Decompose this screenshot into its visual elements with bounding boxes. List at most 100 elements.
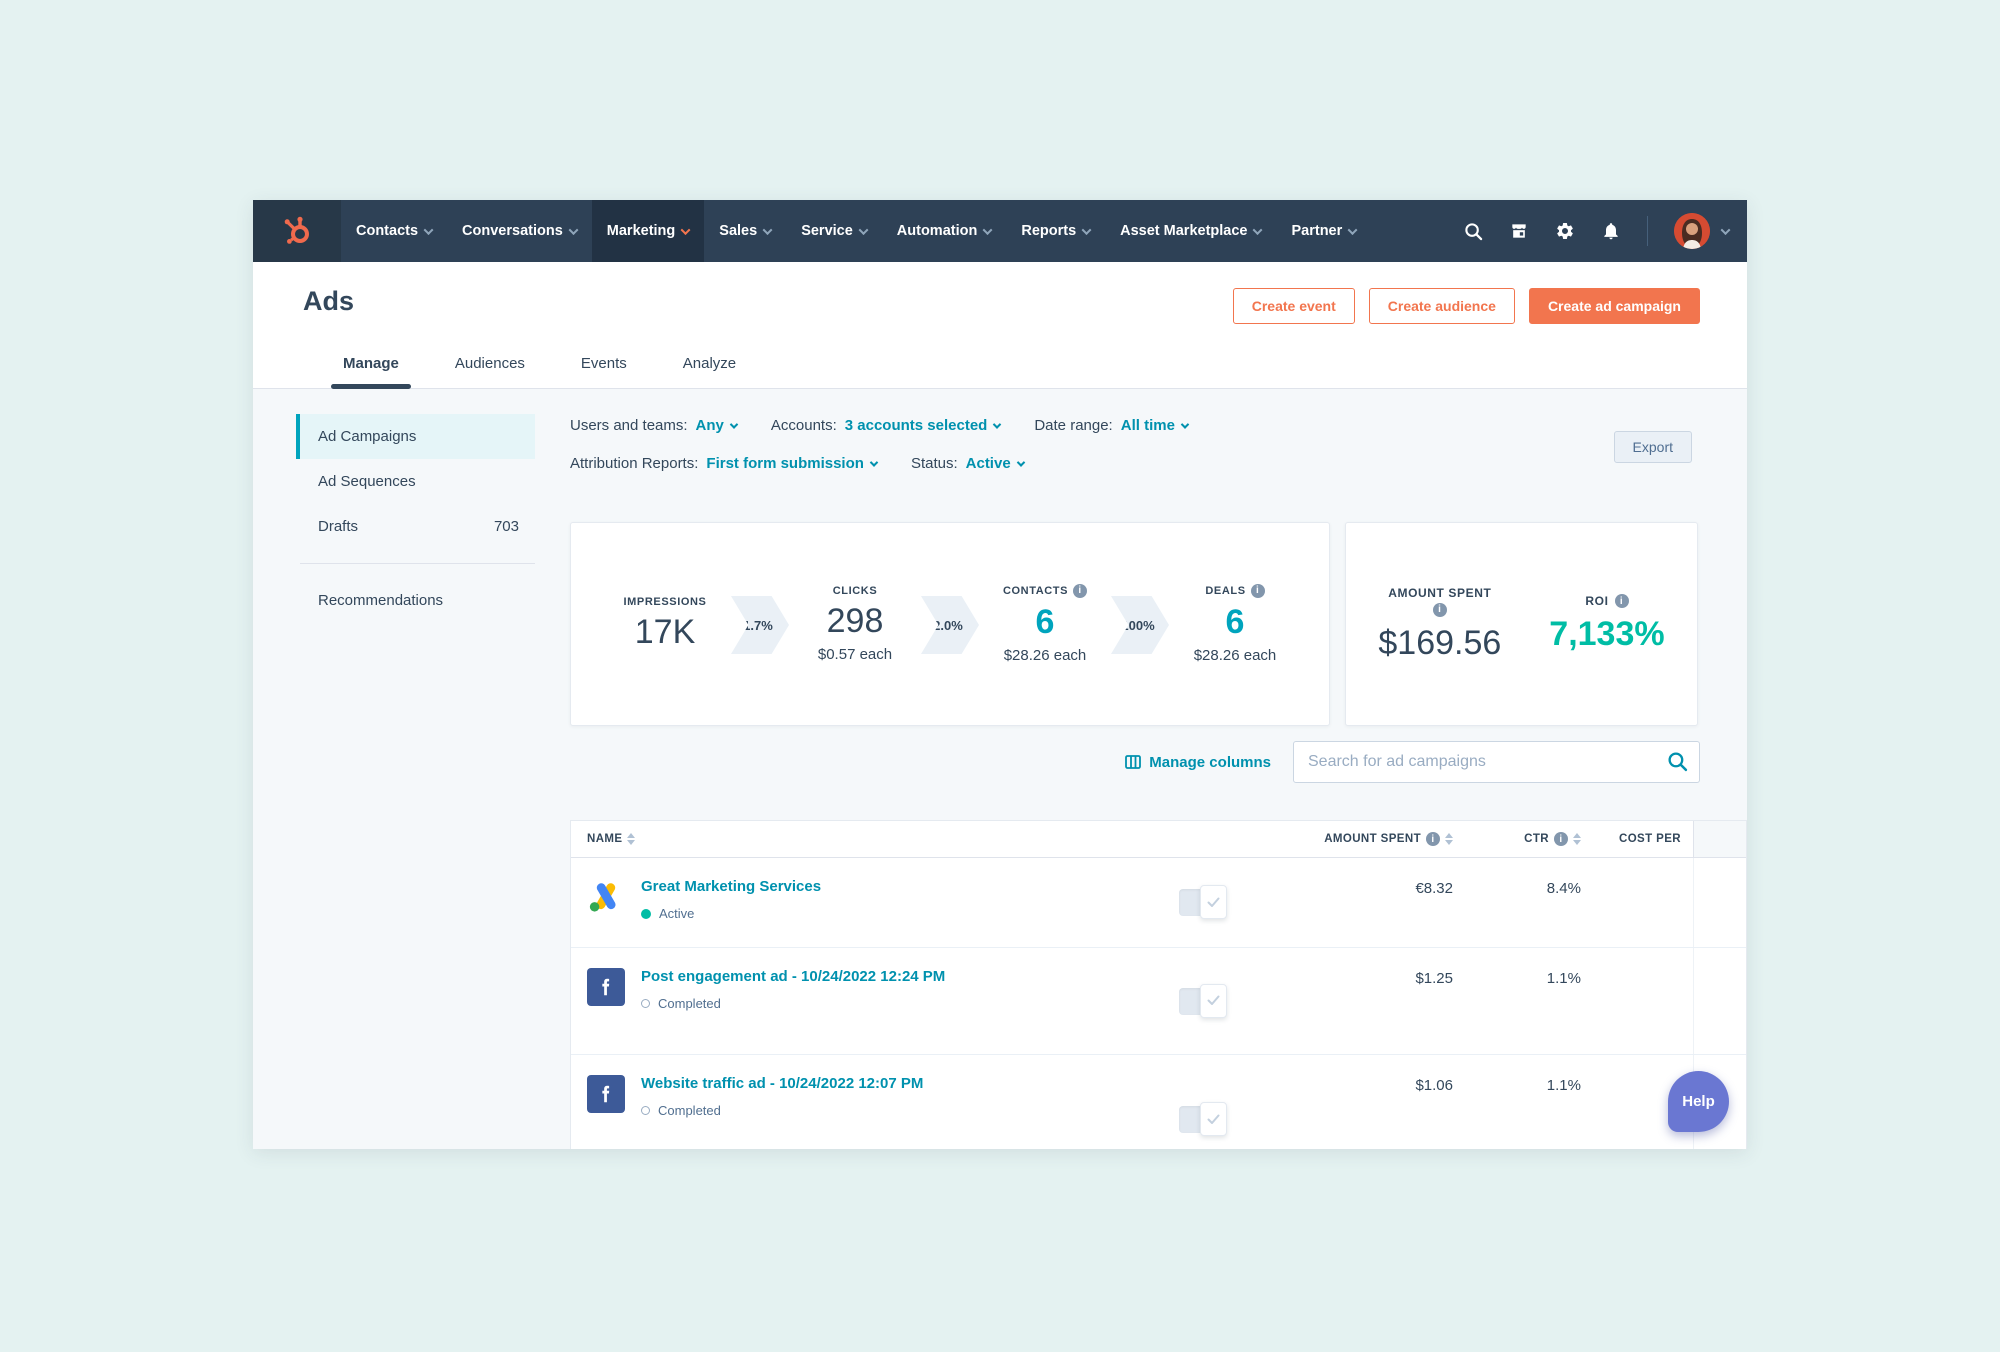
facebook-icon — [587, 1075, 625, 1113]
info-icon[interactable] — [1432, 602, 1447, 617]
header-actions: Create event Create audience Create ad c… — [1232, 288, 1700, 324]
chevron-down-icon — [1180, 419, 1190, 429]
create-audience-button[interactable]: Create audience — [1368, 288, 1515, 324]
search-icon[interactable] — [1667, 751, 1688, 777]
sidebar: Ad Campaigns Ad Sequences Drafts 703 Rec… — [296, 414, 535, 623]
table-toolbar: Manage columns — [1125, 741, 1700, 783]
spend-roi-card: AMOUNT SPENT $169.56 ROI 7,133% — [1345, 522, 1698, 726]
filter-date-range-dropdown[interactable]: All time — [1121, 417, 1190, 434]
nav-item-marketing[interactable]: Marketing — [591, 200, 705, 262]
nav-item-conversations[interactable]: Conversations — [447, 200, 592, 262]
column-header-amount-spent[interactable]: AMOUNT SPENT — [1324, 832, 1453, 846]
campaign-link[interactable]: Post engagement ad - 10/24/2022 12:24 PM — [641, 968, 946, 985]
nav-item-service[interactable]: Service — [786, 200, 882, 262]
clicks-value: 298 — [826, 601, 884, 640]
impressions-value: 17K — [634, 613, 696, 652]
filter-accounts-dropdown[interactable]: 3 accounts selected — [845, 417, 1002, 434]
primary-nav: Contacts Conversations Marketing Sales S… — [341, 200, 1371, 262]
page-header: Ads Create event Create audience Create … — [253, 262, 1747, 389]
nav-item-asset-marketplace[interactable]: Asset Marketplace — [1105, 200, 1276, 262]
toggle-knob — [1200, 1102, 1227, 1136]
tab-audiences[interactable]: Audiences — [454, 355, 525, 372]
column-header-name[interactable]: NAME — [587, 833, 636, 845]
campaign-link[interactable]: Great Marketing Services — [641, 878, 822, 895]
filter-attribution-dropdown[interactable]: First form submission — [706, 455, 879, 472]
status-active-dot — [641, 908, 651, 919]
filter-date-range: Date range: All time — [1034, 417, 1190, 434]
hubspot-logo[interactable] — [253, 200, 341, 262]
campaigns-table: NAME AMOUNT SPENT CTR COST PER — [570, 820, 1747, 1149]
google-ads-icon — [587, 878, 625, 916]
status-completed-dot — [641, 999, 650, 1008]
nav-item-automation[interactable]: Automation — [882, 200, 1007, 262]
nav-item-partner[interactable]: Partner — [1276, 200, 1371, 262]
help-button[interactable]: Help — [1668, 1071, 1729, 1132]
tab-manage[interactable]: Manage — [315, 355, 427, 389]
chevron-down-icon — [729, 419, 739, 429]
amount-spent-block: AMOUNT SPENT $169.56 — [1378, 586, 1501, 663]
ctr-cell: 1.1% — [1546, 1077, 1581, 1094]
info-icon[interactable] — [1554, 832, 1568, 846]
campaign-search — [1293, 741, 1700, 783]
campaign-toggle[interactable] — [1179, 885, 1227, 919]
info-icon[interactable] — [1614, 594, 1629, 608]
manage-columns-button[interactable]: Manage columns — [1125, 754, 1271, 771]
campaign-toggle[interactable] — [1179, 1102, 1227, 1136]
page-title: Ads — [303, 286, 355, 316]
content-area: Ad Campaigns Ad Sequences Drafts 703 Rec… — [253, 389, 1747, 1149]
funnel-arrow: 2.0% — [921, 596, 979, 654]
filter-users-teams: Users and teams: Any — [570, 417, 739, 434]
table-scroll-edge — [1693, 948, 1746, 1054]
columns-icon — [1125, 755, 1142, 769]
column-header-cost-per[interactable]: COST PER — [1619, 833, 1681, 845]
sort-icon — [1445, 833, 1453, 845]
chevron-down-icon — [680, 224, 691, 235]
sidebar-item-recommendations[interactable]: Recommendations — [318, 592, 444, 609]
settings-gear-icon[interactable] — [1555, 221, 1575, 241]
notifications-bell-icon[interactable] — [1601, 221, 1621, 241]
create-event-button[interactable]: Create event — [1232, 288, 1355, 324]
sort-icon — [627, 833, 636, 845]
tab-analyze[interactable]: Analyze — [682, 355, 737, 372]
chevron-down-icon — [1016, 457, 1025, 467]
filter-users-teams-dropdown[interactable]: Any — [696, 417, 739, 434]
contacts-cost-each: $28.26 each — [1003, 647, 1087, 665]
sort-icon — [1573, 833, 1581, 845]
table-header-row: NAME AMOUNT SPENT CTR COST PER — [571, 821, 1746, 858]
stage-contacts: CONTACTS 6 $28.26 each — [979, 583, 1111, 665]
create-ad-campaign-button[interactable]: Create ad campaign — [1528, 288, 1700, 324]
export-button[interactable]: Export — [1613, 431, 1692, 463]
nav-item-sales[interactable]: Sales — [704, 200, 786, 262]
sidebar-item-ad-campaigns[interactable]: Ad Campaigns — [296, 414, 535, 459]
chevron-down-icon — [1253, 224, 1263, 235]
table-row: Great Marketing Services Active €8.32 8.… — [571, 858, 1746, 948]
sidebar-item-ad-sequences[interactable]: Ad Sequences — [318, 473, 416, 490]
campaign-toggle[interactable] — [1179, 983, 1227, 1018]
filter-attribution: Attribution Reports: First form submissi… — [570, 455, 879, 472]
sidebar-divider — [300, 563, 535, 564]
info-icon[interactable] — [1426, 832, 1440, 846]
navbar-divider — [1647, 216, 1648, 246]
nav-item-contacts[interactable]: Contacts — [341, 200, 447, 262]
campaign-status: Completed — [641, 996, 945, 1011]
info-icon[interactable] — [1073, 583, 1088, 598]
marketplace-icon[interactable] — [1509, 221, 1529, 241]
nav-item-reports[interactable]: Reports — [1006, 200, 1105, 262]
search-icon[interactable] — [1463, 221, 1483, 241]
roi-value: 7,133% — [1549, 615, 1665, 653]
search-input[interactable] — [1293, 741, 1700, 783]
tab-events[interactable]: Events — [580, 355, 627, 372]
table-scroll-edge — [1693, 821, 1746, 857]
info-icon[interactable] — [1250, 583, 1265, 598]
ctr-cell: 1.1% — [1546, 970, 1581, 987]
filter-accounts: Accounts: 3 accounts selected — [771, 417, 1002, 434]
amount-spent-value: $169.56 — [1378, 623, 1502, 662]
account-menu[interactable] — [1674, 213, 1731, 249]
column-header-ctr[interactable]: CTR — [1524, 832, 1581, 846]
toggle-knob — [1200, 983, 1227, 1018]
sidebar-item-drafts[interactable]: Drafts 703 — [318, 518, 519, 535]
filter-status-dropdown[interactable]: Active — [966, 455, 1025, 472]
contacts-value: 6 — [1035, 602, 1055, 641]
chevron-down-icon — [568, 224, 579, 235]
campaign-link[interactable]: Website traffic ad - 10/24/2022 12:07 PM — [641, 1075, 924, 1092]
